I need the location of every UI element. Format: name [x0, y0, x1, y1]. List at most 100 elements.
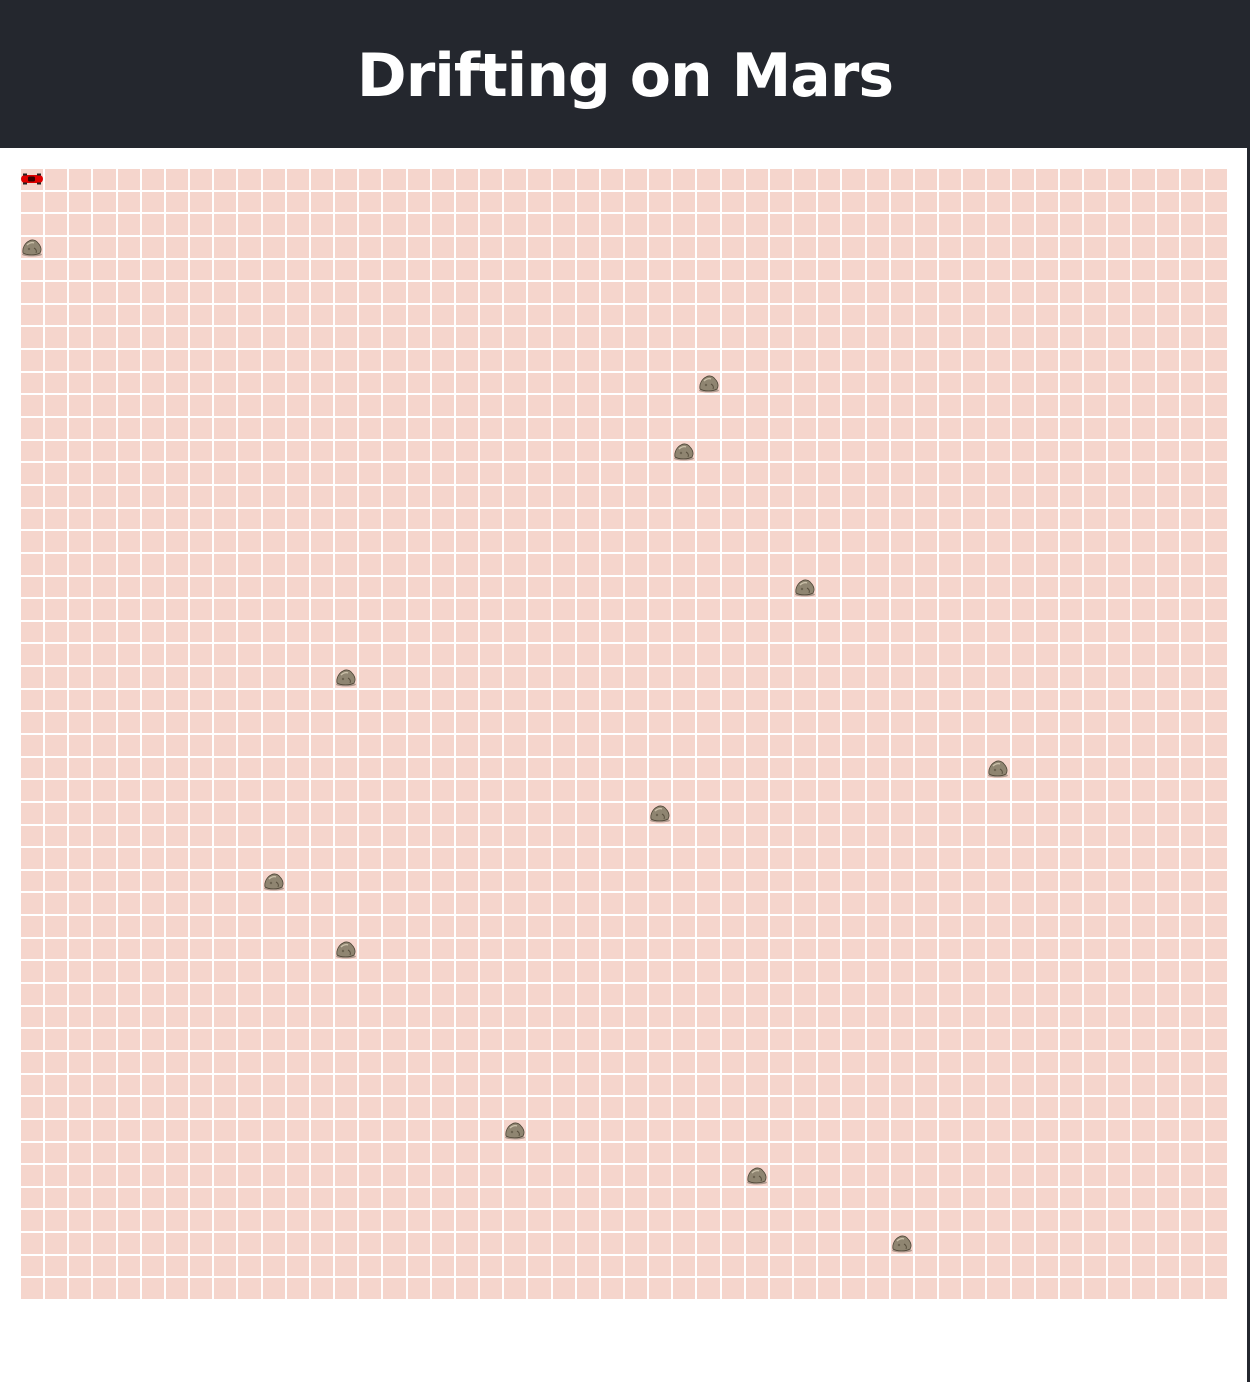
grid-cell — [141, 191, 164, 213]
grid-cell — [721, 1255, 744, 1277]
grid-cell — [21, 1142, 44, 1164]
grid-cell — [190, 780, 213, 801]
grid-cell — [1180, 485, 1203, 507]
grid-cell — [624, 1051, 648, 1073]
grid-cell — [528, 418, 551, 439]
grid-cell — [1011, 236, 1034, 258]
grid-cell — [552, 1029, 575, 1050]
grid-cell — [987, 689, 1010, 711]
grid-cell — [963, 1051, 986, 1073]
grid-cell — [576, 667, 599, 688]
grid-cell — [745, 1142, 768, 1164]
grid-cell — [93, 576, 116, 598]
grid-cell — [359, 508, 382, 530]
grid-cell — [1035, 757, 1058, 779]
grid-cell — [45, 350, 68, 371]
grid-cell — [552, 1165, 575, 1186]
grid-cell — [576, 644, 599, 666]
grid-cell — [600, 802, 623, 824]
grid-cell — [624, 712, 648, 733]
grid-cell — [794, 621, 817, 643]
grid-cell — [818, 1119, 841, 1141]
grid-cell — [963, 463, 986, 484]
grid-cell — [794, 191, 817, 213]
grid-cell — [383, 848, 406, 869]
grid-cell — [963, 576, 986, 598]
grid-cell — [335, 667, 358, 688]
grid-cell — [939, 508, 962, 530]
grid-cell — [238, 282, 261, 303]
grid-cell — [552, 282, 575, 303]
grid-cell — [914, 938, 938, 960]
grid-cell — [600, 282, 623, 303]
game-board[interactable] — [21, 169, 1227, 1299]
grid-cell — [117, 961, 140, 983]
grid-cell — [1156, 961, 1179, 983]
grid-cell — [1204, 825, 1227, 847]
grid-cell — [335, 1006, 358, 1028]
grid-cell — [69, 916, 92, 937]
grid-cell — [480, 372, 503, 394]
grid-cell — [842, 1165, 865, 1186]
grid-cell — [262, 712, 285, 733]
grid-cell — [769, 984, 793, 1005]
grid-cell — [455, 780, 479, 801]
grid-cell — [335, 1233, 358, 1254]
grid-cell — [359, 304, 382, 326]
grid-cell — [45, 259, 68, 281]
grid-cell — [528, 1255, 551, 1277]
grid-cell — [93, 780, 116, 801]
grid-cell — [890, 259, 913, 281]
grid-cell — [624, 191, 648, 213]
grid-cell — [1035, 621, 1058, 643]
grid-cell — [697, 938, 720, 960]
grid-cell — [238, 1165, 261, 1186]
grid-cell — [383, 418, 406, 439]
grid-cell — [407, 689, 430, 711]
grid-cell — [890, 938, 913, 960]
grid-cell — [407, 848, 430, 869]
grid-cell — [1156, 621, 1179, 643]
grid-cell — [431, 463, 454, 484]
grid-cell — [842, 1187, 865, 1209]
grid-cell — [649, 757, 672, 779]
grid-cell — [963, 395, 986, 417]
grid-cell — [1059, 191, 1083, 213]
grid-cell — [1108, 553, 1131, 575]
grid-cell — [1011, 372, 1034, 394]
grid-cell — [310, 938, 334, 960]
grid-cell — [987, 259, 1010, 281]
grid-cell — [117, 508, 140, 530]
grid-cell — [914, 1119, 938, 1141]
grid-cell — [262, 1255, 285, 1277]
grid-cell — [238, 848, 261, 869]
grid-cell — [745, 191, 768, 213]
grid-cell — [987, 576, 1010, 598]
red-car-icon[interactable] — [20, 173, 44, 185]
grid-cell — [939, 1029, 962, 1050]
grid-cell — [1180, 259, 1203, 281]
grid-cell — [600, 938, 623, 960]
grid-cell — [504, 553, 527, 575]
grid-cell — [963, 1097, 986, 1118]
grid-cell — [866, 236, 889, 258]
grid-cell — [214, 734, 237, 756]
grid-cell — [504, 961, 527, 983]
grid-cell — [286, 531, 309, 552]
grid-cell — [407, 576, 430, 598]
grid-cell — [1011, 1278, 1034, 1299]
grid-cell — [1059, 1255, 1083, 1277]
grid-cell — [407, 440, 430, 462]
grid-cell — [1059, 938, 1083, 960]
grid-cell — [21, 984, 44, 1005]
grid-cell — [721, 644, 744, 666]
grid-cell — [1108, 372, 1131, 394]
grid-cell — [1204, 418, 1227, 439]
grid-cell — [262, 689, 285, 711]
grid-cell — [141, 621, 164, 643]
grid-cell — [238, 418, 261, 439]
grid-cell — [69, 802, 92, 824]
grid-cell — [93, 712, 116, 733]
grid-cell — [310, 214, 334, 235]
grid-cell — [914, 1051, 938, 1073]
